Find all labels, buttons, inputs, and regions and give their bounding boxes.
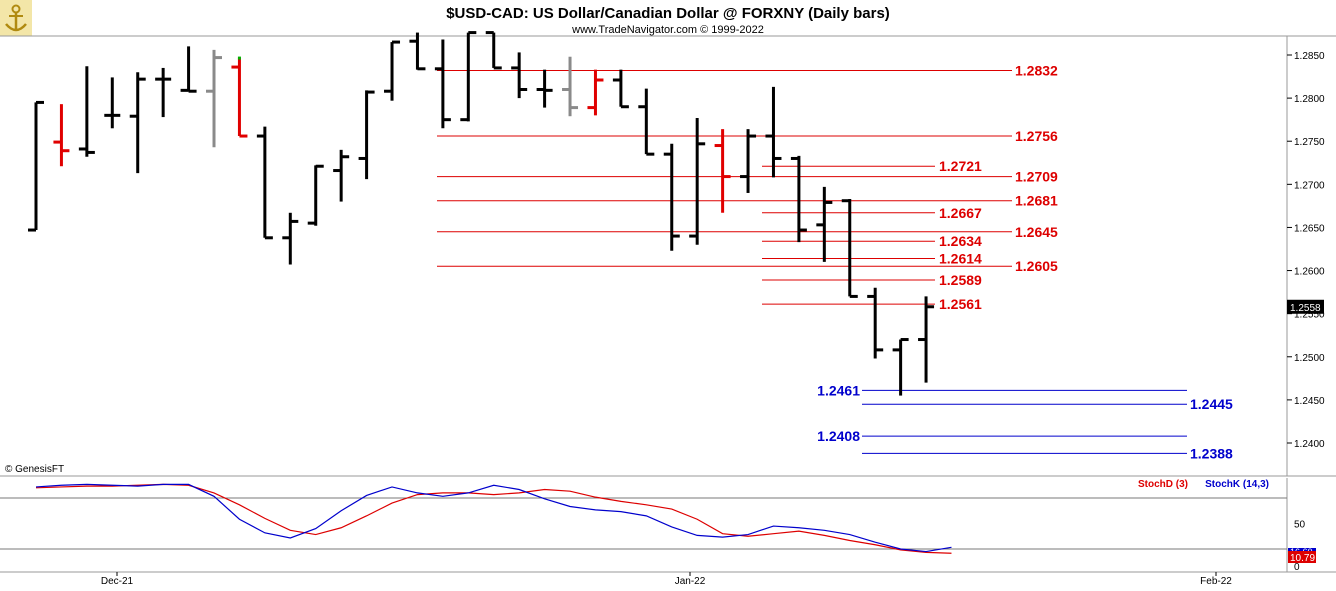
level-label: 1.2756 (1015, 128, 1058, 144)
ohlc-bar (129, 72, 146, 174)
anchor-logo-icon (0, 0, 32, 36)
stoch-tick-label: 0 (1294, 562, 1300, 573)
ohlc-bar (104, 77, 121, 129)
level-label: 1.2645 (1015, 224, 1058, 240)
ohlc-bar (536, 69, 553, 108)
y-tick-label: 1.2800 (1294, 94, 1325, 105)
y-tick-label: 1.2450 (1294, 396, 1325, 407)
y-tick-label: 1.2400 (1294, 439, 1325, 450)
ohlc-bar (689, 117, 706, 245)
level-label: 1.2561 (939, 296, 982, 312)
ohlc-bar (460, 31, 477, 122)
ohlc-bar (358, 90, 375, 180)
ohlc-bar (155, 67, 172, 118)
ohlc-bar (918, 296, 935, 383)
level-label: 1.2589 (939, 272, 982, 288)
ohlc-bar (434, 39, 451, 129)
ohlc-bar (231, 57, 248, 138)
ohlc-bar (587, 69, 604, 116)
y-tick-label: 1.2500 (1294, 353, 1325, 364)
level-label: 1.2445 (1190, 396, 1233, 412)
stochd-line (35, 483, 952, 554)
ohlc-bar (612, 69, 629, 109)
ohlc-bar (409, 32, 426, 71)
ohlc-bar (78, 66, 95, 157)
ohlc-bar (256, 126, 273, 240)
y-tick-label: 1.2850 (1294, 51, 1325, 62)
ohlc-bar (663, 143, 680, 251)
ohlc-bar (638, 88, 655, 156)
ohlc-bar (333, 149, 350, 202)
ohlc-bar (740, 129, 757, 193)
ohlc-bar (765, 86, 782, 178)
ohlc-bar (180, 46, 197, 93)
level-label: 1.2709 (1015, 169, 1058, 185)
ohlc-bar (841, 198, 858, 298)
level-label: 1.2605 (1015, 258, 1058, 274)
level-label: 1.2614 (939, 250, 982, 266)
legend-stochd: StochD (3) (1138, 479, 1188, 490)
price-panel (0, 35, 1336, 477)
y-tick-label: 1.2550 (1294, 310, 1325, 321)
last-price-box (1287, 299, 1324, 314)
y-tick-label: 1.2700 (1294, 180, 1325, 191)
legend-stochk: StochK (14,3) (1205, 479, 1269, 490)
x-tick-label: Jan-22 (675, 576, 706, 587)
stochk-line (35, 483, 952, 553)
ohlc-bar (562, 56, 579, 117)
stochd-value-label: 10.79 (1290, 553, 1315, 564)
ohlc-bar (714, 129, 731, 213)
last-price-label: 1.2558 (1290, 303, 1321, 314)
ohlc-bar (867, 287, 884, 359)
stochd-value-box (1288, 551, 1316, 563)
ohlc-bar (307, 164, 324, 226)
ohlc-bar (384, 40, 401, 101)
level-label: 1.2721 (939, 158, 982, 174)
ohlc-bar (282, 212, 299, 265)
x-tick-label: Feb-22 (1200, 576, 1232, 587)
chart-subtitle: www.TradeNavigator.com © 1999-2022 (571, 24, 764, 36)
y-tick-label: 1.2600 (1294, 267, 1325, 278)
ohlc-bar (816, 186, 833, 262)
y-tick-label: 1.2650 (1294, 223, 1325, 234)
ohlc-bar (28, 100, 44, 232)
ohlc-bar (790, 155, 807, 243)
ohlc-bar (53, 104, 70, 167)
ohlc-bar (892, 338, 909, 396)
chart-title: $USD-CAD: US Dollar/Canadian Dollar @ FO… (446, 5, 890, 22)
level-label: 1.2832 (1015, 63, 1058, 79)
y-tick-label: 1.2750 (1294, 137, 1325, 148)
level-label: 1.2681 (1015, 193, 1058, 209)
level-label: 1.2667 (939, 205, 982, 221)
ohlc-bar (485, 31, 502, 70)
ohlc-bar (511, 52, 528, 99)
ohlc-bar (206, 49, 223, 148)
up-tick-marker (237, 56, 241, 60)
stoch-tick-label: 50 (1294, 520, 1306, 531)
watermark: © GenesisFT (5, 464, 64, 475)
level-label: 1.2408 (817, 428, 860, 444)
level-label: 1.2461 (817, 382, 860, 398)
level-label: 1.2388 (1190, 445, 1233, 461)
x-tick-label: Dec-21 (101, 576, 134, 587)
level-label: 1.2634 (939, 233, 982, 249)
stochastic-panel (0, 478, 1336, 573)
